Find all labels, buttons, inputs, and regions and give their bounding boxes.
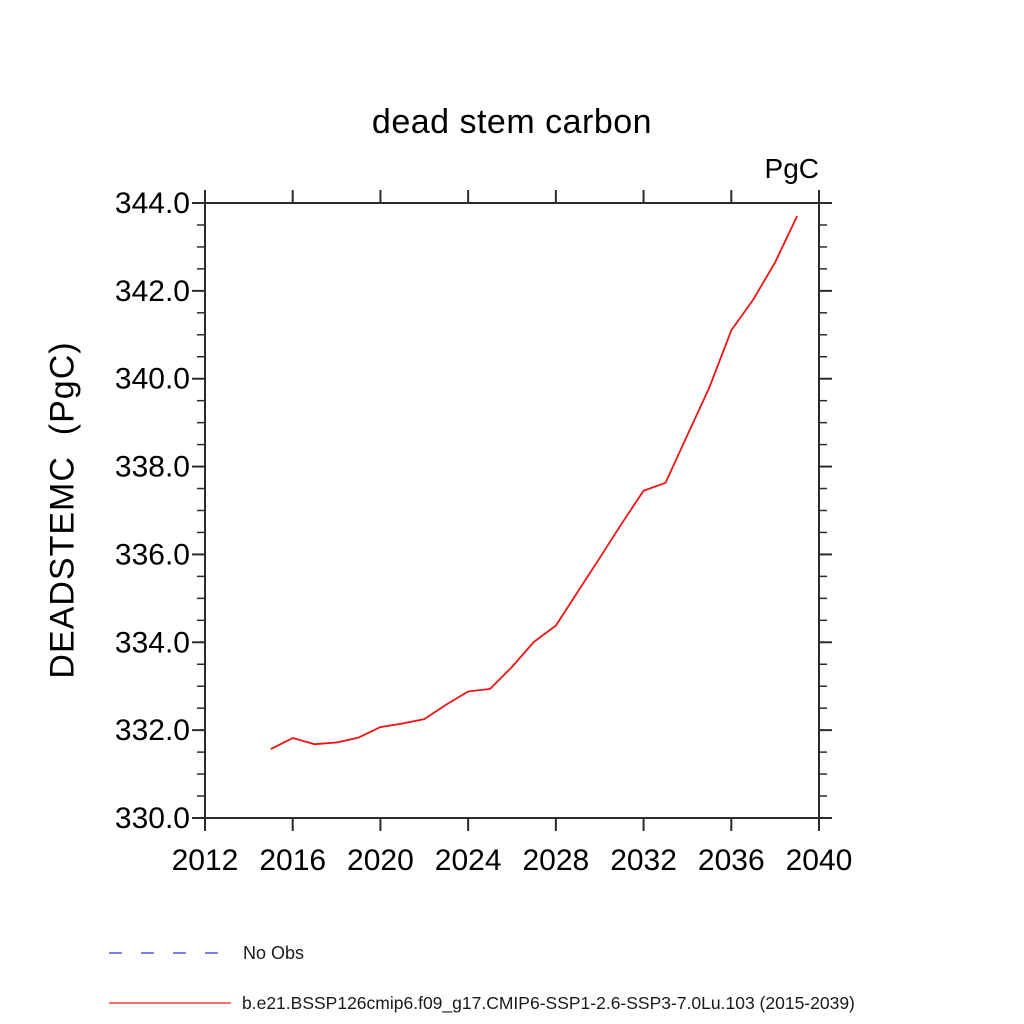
legend-label-no-obs: No Obs bbox=[243, 942, 305, 963]
y-tick-label: 338.0 bbox=[115, 451, 190, 484]
y-tick-label: 342.0 bbox=[115, 275, 190, 308]
x-tick-label: 2024 bbox=[435, 844, 502, 877]
y-tick-label: 330.0 bbox=[115, 802, 190, 835]
legend-dashed-line bbox=[109, 952, 219, 954]
y-tick-label: 344.0 bbox=[115, 187, 190, 220]
legend-solid-line bbox=[109, 1002, 231, 1004]
legend-item-series: b.e21.BSSP126cmip6.f09_g17.CMIP6-SSP1-2.… bbox=[108, 992, 855, 1014]
x-tick-label: 2020 bbox=[347, 844, 414, 877]
x-tick-label: 2016 bbox=[259, 844, 326, 877]
unit-label: PgC bbox=[764, 153, 819, 184]
legend-label-series: b.e21.BSSP126cmip6.f09_g17.CMIP6-SSP1-2.… bbox=[242, 992, 855, 1013]
legend-item-no-obs: No Obs bbox=[108, 942, 304, 964]
x-tick-label: 2012 bbox=[172, 844, 239, 877]
plot-frame bbox=[204, 202, 820, 819]
x-tick-label: 2028 bbox=[522, 844, 589, 877]
y-tick-label: 340.0 bbox=[115, 363, 190, 396]
x-tick-label: 2036 bbox=[698, 844, 765, 877]
y-tick-label: 336.0 bbox=[115, 538, 190, 571]
data-line bbox=[270, 215, 798, 750]
chart-title: dead stem carbon bbox=[371, 103, 653, 141]
y-tick-label: 334.0 bbox=[115, 626, 190, 659]
y-tick-label: 332.0 bbox=[115, 714, 190, 747]
x-tick-label: 2040 bbox=[786, 844, 853, 877]
x-tick-label: 2032 bbox=[610, 844, 677, 877]
